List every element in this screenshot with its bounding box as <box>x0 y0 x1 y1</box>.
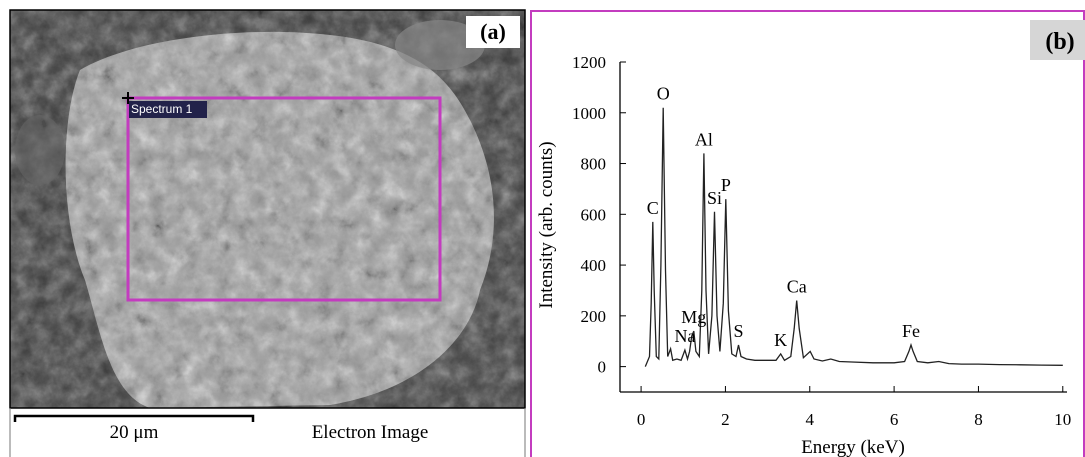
x-tick-label: 6 <box>890 410 899 429</box>
x-axis-title: Energy (keV) <box>801 437 905 457</box>
region-label: Spectrum 1 <box>131 102 193 116</box>
peak-label: S <box>733 321 743 341</box>
scale-bar-label: 20 μm <box>110 422 159 443</box>
x-tick-label: 0 <box>637 410 646 429</box>
x-tick-label: 2 <box>721 410 730 429</box>
figure-canvas: Spectrum 1 (a) 20 μm Electron Image (b) … <box>0 0 1085 457</box>
y-tick-label: 1200 <box>572 53 606 72</box>
peak-label: K <box>774 330 787 350</box>
y-tick-label: 400 <box>581 256 607 275</box>
panel-label: (b) <box>1045 29 1074 55</box>
sem-image <box>10 10 525 408</box>
x-tick-label: 8 <box>974 410 983 429</box>
peak-label: Mg <box>681 307 706 327</box>
peak-label: C <box>647 198 659 218</box>
y-tick-label: 1000 <box>572 104 606 123</box>
chart-frame <box>531 11 1084 457</box>
y-tick-label: 0 <box>598 358 607 377</box>
panel-label: (a) <box>480 19 506 44</box>
y-axis-title: Intensity (arb. counts) <box>536 141 557 308</box>
y-tick-label: 200 <box>581 307 607 326</box>
image-caption: Electron Image <box>312 422 429 443</box>
peak-label: Fe <box>902 321 920 341</box>
peak-label: Si <box>707 188 722 208</box>
peak-label: Na <box>674 326 695 346</box>
x-tick-label: 10 <box>1054 410 1071 429</box>
y-tick-label: 600 <box>581 205 607 224</box>
y-tick-label: 800 <box>581 155 607 174</box>
peak-label: P <box>721 175 731 195</box>
peak-label: Ca <box>787 277 807 297</box>
peak-label: Al <box>695 129 713 149</box>
peak-label: O <box>657 84 670 104</box>
figure: Spectrum 1 (a) 20 μm Electron Image (b) … <box>0 0 1085 457</box>
x-tick-label: 4 <box>806 410 815 429</box>
